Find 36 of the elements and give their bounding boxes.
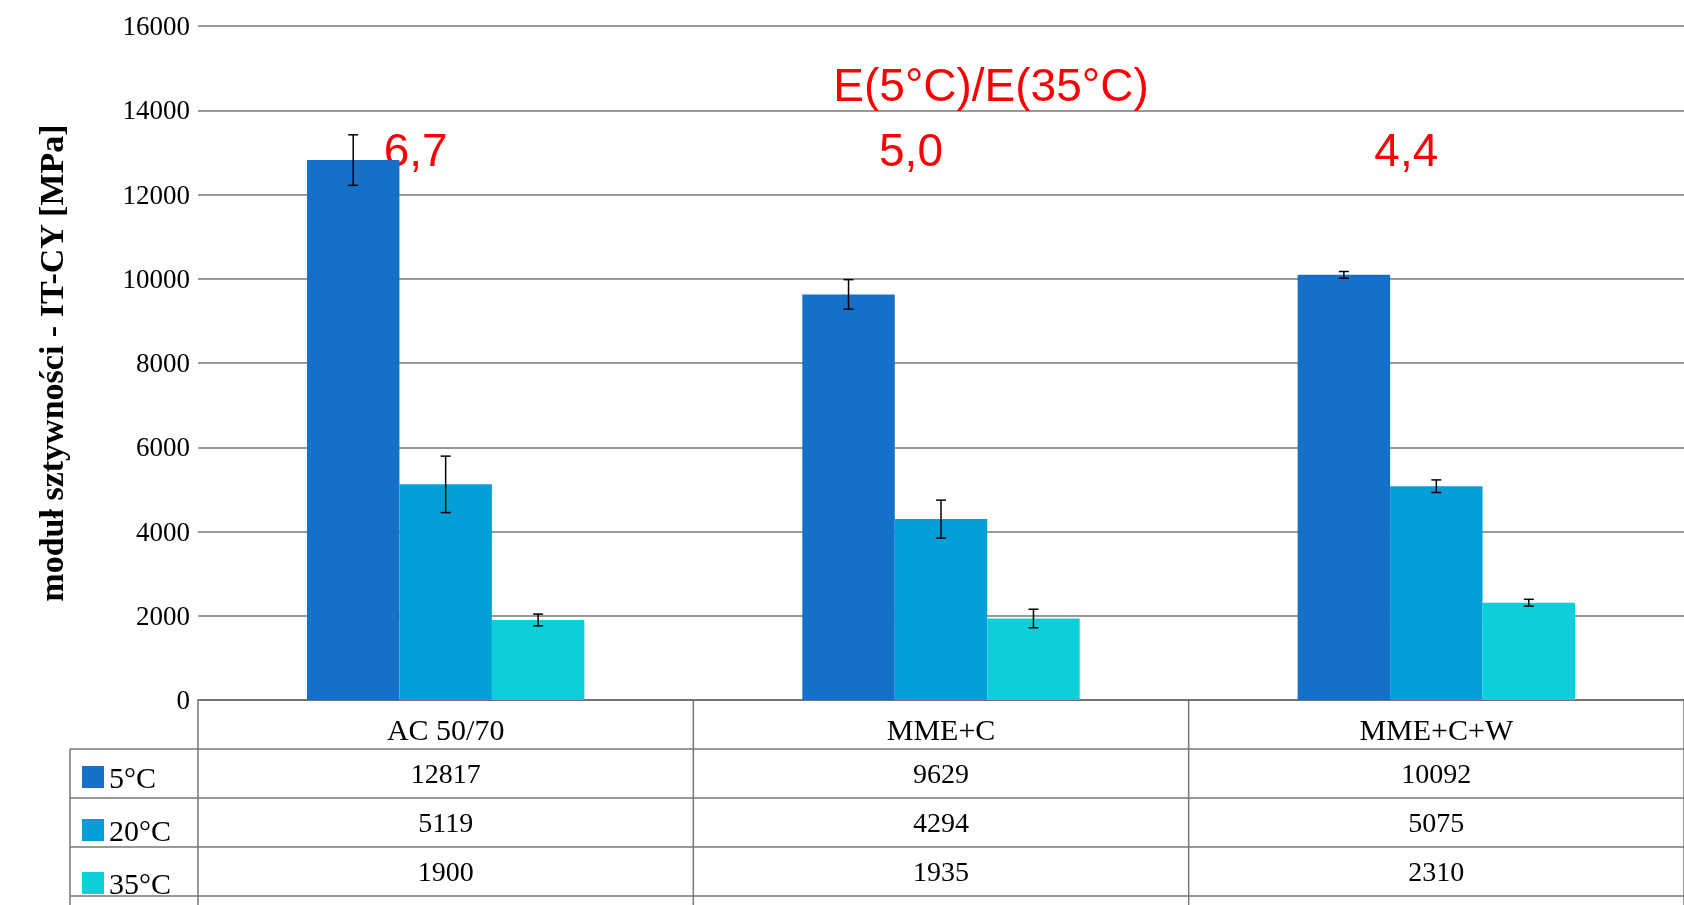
data-label: 10092	[1401, 758, 1472, 789]
data-label: 5075	[1408, 807, 1465, 838]
y-tick-label: 10000	[122, 263, 190, 294]
bar	[802, 294, 895, 700]
y-tick-label: 6000	[136, 432, 190, 463]
bar	[1390, 486, 1483, 700]
x-tick-label: MME+C	[886, 712, 996, 746]
y-tick-label: 2000	[136, 600, 190, 631]
data-label: 1935	[913, 856, 969, 887]
y-tick-label: 16000	[122, 11, 190, 41]
annotation: 4,4	[1374, 124, 1439, 176]
data-label: 5119	[418, 807, 474, 838]
bar	[399, 484, 492, 700]
x-tick-label: AC 50/70	[386, 712, 505, 746]
bar	[894, 519, 988, 700]
data-label: 9629	[913, 758, 969, 789]
bar	[1482, 602, 1576, 700]
data-label: 1900	[417, 856, 474, 887]
annotation: E(5°C)/E(35°C)	[833, 59, 1149, 111]
legend-label: 35°C	[109, 866, 172, 900]
x-tick-label: MME+C+W	[1359, 712, 1514, 746]
bar	[1297, 274, 1391, 700]
bar	[491, 619, 585, 700]
y-tick-label: 12000	[122, 179, 190, 210]
bar	[987, 618, 1080, 700]
y-tick-label: 0	[176, 685, 190, 715]
y-axis-title: moduł sztywności - IT-CY [MPa]	[32, 124, 70, 602]
annotation: 5,0	[879, 124, 943, 176]
y-tick-label: 4000	[136, 516, 190, 547]
legend-label: 20°C	[109, 813, 172, 847]
legend-label: 5°C	[109, 760, 157, 794]
data-label: 4294	[913, 807, 969, 838]
y-tick-label: 8000	[136, 348, 190, 378]
y-tick-label: 14000	[122, 95, 190, 126]
data-label: 12817	[410, 758, 481, 789]
data-label: 2310	[1408, 856, 1465, 887]
